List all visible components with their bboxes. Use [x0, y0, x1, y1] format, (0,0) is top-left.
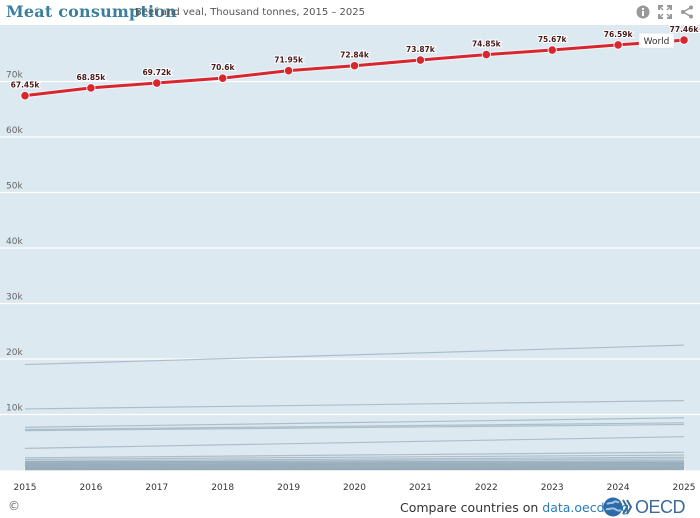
data-label: 74.85k	[472, 40, 502, 49]
data-point	[20, 91, 30, 101]
background-series-line	[24, 422, 685, 431]
highlight-series: 67.45k 68.85k 69.72k 70.6k 71.95k 72.84k 73.87…	[10, 25, 700, 101]
x-tick-label: 2020	[343, 483, 366, 493]
x-tick-label: 2017	[145, 483, 168, 493]
y-axis-labels: 10k 20k 30k 40k 50k 60k 70k	[6, 71, 23, 414]
legend-label-box	[638, 32, 675, 49]
data-point	[679, 35, 689, 45]
data-point	[152, 78, 162, 88]
data-point	[613, 40, 623, 50]
background-series	[24, 344, 685, 471]
data-label: 76.59k	[604, 30, 634, 39]
data-point	[547, 45, 557, 55]
series-legend: World	[638, 32, 675, 49]
x-tick-label: 2018	[211, 483, 234, 493]
background-series-line	[24, 436, 685, 449]
chart-header: Meat consumption Beef and veal, Thousand…	[0, 0, 700, 25]
data-label: 72.84k	[340, 51, 370, 60]
y-tick-label: 20k	[6, 348, 23, 358]
x-tick-label: 2022	[475, 483, 498, 493]
background-series-band	[25, 461, 684, 470]
data-point	[481, 49, 491, 60]
x-tick-label: 2019	[277, 483, 300, 493]
background-series-line	[24, 451, 685, 459]
y-tick-label: 50k	[6, 182, 23, 192]
globe-icon	[603, 497, 633, 517]
copyright-symbol[interactable]: ©	[8, 499, 20, 513]
y-tick-label: 70k	[6, 71, 23, 81]
data-point	[349, 61, 360, 71]
data-label: 73.87k	[406, 45, 436, 54]
data-label: 77.46k	[670, 25, 700, 34]
x-tick-label: 2025	[673, 483, 696, 493]
data-point	[283, 66, 294, 76]
y-tick-label: 40k	[6, 237, 23, 247]
x-tick-label: 2023	[541, 483, 564, 493]
y-tick-label: 60k	[6, 126, 23, 136]
x-tick-label: 2021	[409, 483, 432, 493]
chart-footer: © Compare countries on data.oecd.org OEC…	[0, 496, 700, 518]
data-label: 68.85k	[77, 73, 107, 82]
info-icon[interactable]	[636, 4, 650, 19]
data-point	[218, 73, 228, 83]
gridlines	[0, 80, 700, 472]
compare-countries-text: Compare countries on data.oecd.org	[400, 500, 629, 515]
background-series-line	[24, 400, 685, 410]
x-tick-label: 2016	[79, 483, 102, 493]
data-label: 71.95k	[274, 56, 304, 65]
header-toolbar	[636, 4, 694, 19]
x-tick-label: 2015	[14, 483, 37, 493]
data-label: 67.45k	[11, 81, 41, 90]
x-tick-label: 2024	[607, 483, 630, 493]
fullscreen-icon[interactable]	[658, 4, 672, 19]
background-series-line	[24, 456, 685, 462]
chart-subtitle: Beef and veal, Thousand tonnes, 2015 – 2…	[135, 7, 365, 18]
line-chart: 67.45k 68.85k 69.72k 70.6k 71.95k 72.84k 73.87…	[0, 25, 700, 493]
background-series-line	[24, 454, 685, 461]
chart-title: Meat consumption	[6, 2, 177, 21]
y-tick-label: 30k	[6, 293, 23, 303]
legend-label-world: World	[644, 37, 670, 47]
data-label: 75.67k	[538, 35, 568, 44]
share-icon[interactable]	[680, 4, 694, 19]
compare-prefix: Compare countries on	[400, 500, 543, 515]
background-series-line	[24, 417, 685, 428]
background-series-line	[24, 344, 685, 366]
oecd-logo-text: OECD	[635, 496, 686, 517]
x-axis-labels: 2015 2016 2017 2018 2019 2020 2021 2022 2023 2024…	[14, 483, 696, 493]
data-label: 70.6k	[211, 63, 236, 72]
data-label: 69.72k	[142, 68, 172, 77]
oecd-logo[interactable]: OECD	[603, 496, 686, 518]
y-tick-label: 10k	[6, 404, 23, 414]
background-series-line	[24, 423, 685, 432]
data-point	[86, 83, 96, 93]
data-point	[415, 55, 425, 65]
